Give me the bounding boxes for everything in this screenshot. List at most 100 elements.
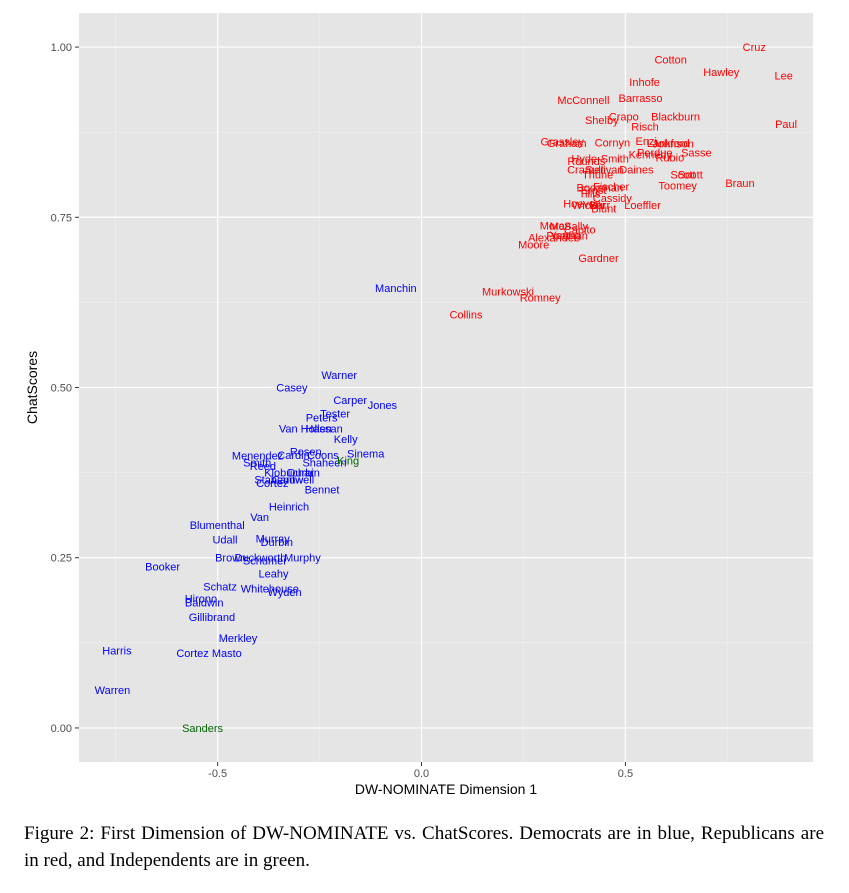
point-label-barrasso: Barrasso xyxy=(618,93,662,105)
point-label-durbin: Durbin xyxy=(261,537,293,549)
point-label-harris: Harris xyxy=(102,645,132,657)
y-tick-label: 1.00 xyxy=(51,42,72,54)
point-label-boozman: Boozman xyxy=(576,182,622,194)
point-label-manchin: Manchin xyxy=(375,283,417,295)
point-label-burr: Burr xyxy=(589,200,610,212)
point-label-casey: Casey xyxy=(276,383,308,395)
axis-ticks: -0.5 0.0 0.5 0.00 0.25 0.50 0.75 1.00 xyxy=(51,42,633,780)
point-label-sullivan: Sullivan xyxy=(585,165,624,177)
point-label-enzi: Enzi xyxy=(636,136,657,148)
point-label-moore: Moore xyxy=(518,240,549,252)
point-label-murkowski: Murkowski xyxy=(482,286,534,298)
point-label-baldwin: Baldwin xyxy=(185,598,224,610)
point-label-king: King xyxy=(337,455,359,467)
y-tick-label: 0.50 xyxy=(51,383,72,395)
point-label-hawley: Hawley xyxy=(703,67,740,79)
point-label-rubio: Rubio xyxy=(655,152,684,164)
point-label-menendez: Menendez xyxy=(232,451,283,463)
point-label-sasse: Sasse xyxy=(681,148,712,160)
point-label-daines: Daines xyxy=(619,165,654,177)
data-labels: Cruz Cotton Hawley Lee Inhofe Barrasso McConne… xyxy=(95,42,797,735)
point-label-lee: Lee xyxy=(774,71,792,83)
figure-caption: Figure 2: First Dimension of DW-NOMINATE… xyxy=(24,823,824,871)
point-label-tillis: Tillis xyxy=(579,188,601,200)
point-label-rounds: Rounds xyxy=(567,156,605,168)
point-label-loeffler: Loeffler xyxy=(624,200,661,212)
point-label-wicker: Wicker xyxy=(572,200,606,212)
x-axis-title: DW-NOMINATE Dimension 1 xyxy=(355,781,538,797)
point-label-merkley: Merkley xyxy=(219,633,258,645)
point-label-cortez: Cortez xyxy=(256,478,288,490)
point-label-gardner: Gardner xyxy=(578,253,619,265)
point-label-van: Van xyxy=(250,512,269,524)
point-label-kennedy: Kennedy xyxy=(629,150,673,162)
point-label-paul: Paul xyxy=(775,119,797,131)
point-label-crapo: Crapo xyxy=(609,111,639,123)
point-label-hoeven: Hoeven xyxy=(563,199,601,211)
point-label-cramer: Cramer xyxy=(567,165,604,177)
point-label-toomey: Toomey xyxy=(658,180,697,192)
point-label-gillibrand: Gillibrand xyxy=(189,612,235,624)
point-label-blackburn: Blackburn xyxy=(651,111,700,123)
y-tick-label: 0.75 xyxy=(51,212,72,224)
point-label-perdue: Perdue xyxy=(637,148,672,160)
point-label-portman: Portman xyxy=(546,231,588,243)
point-label-stabenow: Stabenow xyxy=(254,474,303,486)
point-label-wyden: Wyden xyxy=(267,587,301,599)
point-label-scott: Scott xyxy=(678,169,703,181)
point-label-durbin: Durbin xyxy=(287,468,319,480)
point-label-blumenthal: Blumenthal xyxy=(190,520,245,532)
point-label-tester: Tester xyxy=(320,408,350,420)
point-label-cortez-masto: Cortez Masto xyxy=(176,648,241,660)
point-label-johnson: Johnson xyxy=(652,139,694,151)
point-label-warner: Warner xyxy=(321,370,357,382)
point-label-lankford: Lankford xyxy=(647,138,690,150)
major-gridlines xyxy=(79,13,813,762)
point-label-moran: Moran xyxy=(540,220,571,232)
point-label-hyde-smith: Hyde-Smith xyxy=(571,154,628,166)
point-label-smith: Smith xyxy=(243,457,271,469)
point-label-rosen: Rosen xyxy=(290,447,322,459)
point-label-schatz: Schatz xyxy=(203,581,237,593)
point-label-heinrich: Heinrich xyxy=(269,502,309,514)
point-label-cruz: Cruz xyxy=(743,42,766,54)
point-label-brown: Brown xyxy=(215,553,246,565)
x-tick-label: 0.0 xyxy=(414,768,429,780)
point-label-coons: Coons xyxy=(307,450,339,462)
point-label-murray: Murray xyxy=(256,534,291,546)
point-label-capito: Capito xyxy=(564,225,596,237)
point-label-bennet: Bennet xyxy=(305,485,340,497)
point-label-duckworth: Duckworth xyxy=(234,553,286,565)
point-label-fischer: Fischer xyxy=(593,182,629,194)
point-label-sinema: Sinema xyxy=(347,449,385,461)
point-label-romney: Romney xyxy=(520,293,561,305)
point-label-collins: Collins xyxy=(449,310,483,322)
point-label-hassan: Hassan xyxy=(305,423,342,435)
point-label-klobuchar: Klobuchar xyxy=(264,468,314,480)
point-label-udall: Udall xyxy=(212,534,237,546)
point-label-whitehouse: Whitehouse xyxy=(241,583,299,595)
point-label-sanders: Sanders xyxy=(182,723,223,735)
point-label-jones: Jones xyxy=(368,400,398,412)
point-label-thune: Thune xyxy=(582,169,613,181)
point-label-cantwell: Cantwell xyxy=(272,474,314,486)
point-label-warren: Warren xyxy=(95,685,131,697)
point-label-cornyn: Cornyn xyxy=(595,137,630,149)
point-label-blunt: Blunt xyxy=(591,203,616,215)
point-label-kelly: Kelly xyxy=(334,434,358,446)
point-label-mcsally: McSally xyxy=(549,221,588,233)
point-label-shaheen: Shaheen xyxy=(302,457,346,469)
point-label-mcconnell: McConnell xyxy=(557,95,609,107)
point-label-cassidy: Cassidy xyxy=(593,193,633,205)
x-tick-label: -0.5 xyxy=(208,768,227,780)
point-label-booker: Booker xyxy=(145,562,180,574)
point-label-ernst: Ernst xyxy=(581,185,607,197)
point-label-leahy: Leahy xyxy=(259,568,289,580)
point-label-cardin: Cardin xyxy=(277,450,309,462)
point-label-risch: Risch xyxy=(631,122,659,134)
y-axis-title: ChatScores xyxy=(24,351,40,424)
point-label-graham: Graham xyxy=(547,138,587,150)
point-label-schumer: Schumer xyxy=(243,555,287,567)
x-tick-label: 0.5 xyxy=(618,768,633,780)
